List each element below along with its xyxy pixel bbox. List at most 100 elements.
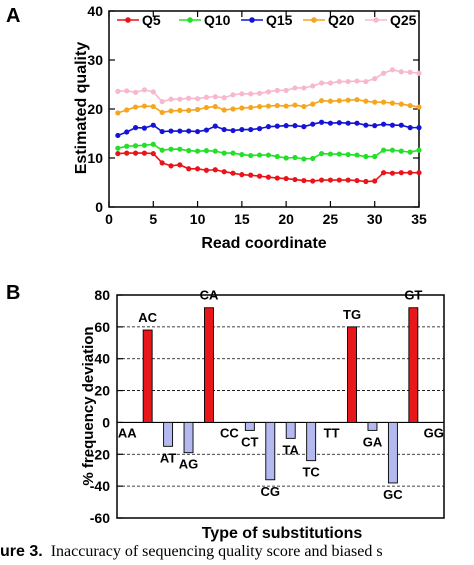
data-point <box>212 103 218 110</box>
data-point <box>407 69 413 75</box>
data-point <box>141 87 148 93</box>
x-axis-title-b: Type of substitutions <box>202 525 363 542</box>
data-point <box>203 127 210 133</box>
data-point <box>407 170 413 176</box>
data-point <box>318 119 325 125</box>
data-point <box>318 98 325 104</box>
y-tick-label: -20 <box>90 446 110 462</box>
data-point <box>398 170 404 176</box>
data-point <box>265 174 272 180</box>
bar-tc <box>306 421 317 462</box>
data-point <box>389 100 396 106</box>
y-tick-label: 40 <box>87 3 103 19</box>
data-point <box>345 78 351 85</box>
data-point <box>310 83 316 89</box>
data-point <box>354 152 360 158</box>
series-line-q25 <box>117 68 420 103</box>
data-point <box>256 90 263 96</box>
data-point <box>310 155 316 162</box>
data-point <box>221 95 227 101</box>
data-point <box>407 149 413 155</box>
data-point <box>203 94 210 100</box>
data-point <box>372 99 378 105</box>
data-point <box>177 96 183 102</box>
data-point <box>318 150 325 157</box>
legend-marker <box>373 17 379 23</box>
x-axis: 0 5 10 15 20 25 30 35 <box>105 11 427 227</box>
data-point <box>363 153 369 160</box>
x-tick-label: 35 <box>411 211 427 227</box>
bar-label: AT <box>160 450 176 465</box>
data-point <box>310 178 316 184</box>
y-tick-label: 80 <box>94 287 110 303</box>
data-point <box>372 178 378 184</box>
data-point <box>194 166 201 172</box>
data-point <box>380 170 387 176</box>
data-point <box>212 123 218 129</box>
data-point <box>186 107 192 114</box>
data-point <box>239 91 245 97</box>
data-point <box>301 177 307 184</box>
data-point <box>318 177 325 183</box>
y-tick-label: 0 <box>95 199 103 215</box>
data-point <box>407 125 413 131</box>
data-point <box>354 177 360 184</box>
figure-label: ure 3. <box>0 543 43 560</box>
data-point <box>186 128 192 134</box>
data-point <box>221 107 227 113</box>
data-point <box>230 170 236 176</box>
panel-a: A 0 10 20 30 40 0 5 10 15 20 25 30 35 Q5 Q10 Q15 Q20 Q2… <box>6 3 427 252</box>
data-point <box>274 153 280 160</box>
data-point <box>265 89 272 95</box>
data-point <box>203 104 210 111</box>
data-point <box>168 146 174 152</box>
legend-marker <box>311 17 317 23</box>
data-point <box>380 70 387 76</box>
bar-label: CT <box>241 434 258 449</box>
data-point <box>230 150 236 156</box>
bar-label: AA <box>118 425 137 440</box>
data-point <box>256 126 263 132</box>
panel-a-label: A <box>6 5 20 27</box>
data-point <box>336 98 342 104</box>
data-point <box>363 178 369 185</box>
legend-label: Q15 <box>266 12 293 28</box>
x-tick-label: 15 <box>234 211 250 227</box>
bar-label: GG <box>424 425 444 440</box>
data-point <box>407 102 413 109</box>
data-point <box>389 147 396 153</box>
data-point <box>203 148 210 154</box>
figure-caption: ure 3. Inaccuracy of sequencing quality … <box>0 543 474 565</box>
data-point <box>292 85 298 91</box>
data-point <box>327 151 334 157</box>
bar-label: AC <box>138 310 157 325</box>
data-point <box>292 176 298 183</box>
bar-label: TG <box>343 307 361 322</box>
data-point <box>345 120 351 126</box>
data-point <box>398 122 404 128</box>
data-point <box>132 104 139 110</box>
data-point <box>239 151 245 158</box>
data-point <box>345 177 351 183</box>
data-point <box>327 98 334 104</box>
x-tick-label: 10 <box>190 211 206 227</box>
legend-label: Q20 <box>328 12 355 28</box>
data-point <box>283 103 289 109</box>
data-point <box>372 123 378 129</box>
data-point <box>389 67 396 73</box>
data-point <box>336 151 342 157</box>
data-point <box>327 120 334 126</box>
bar-tg <box>347 326 357 423</box>
data-point <box>354 97 360 103</box>
data-point <box>301 85 307 91</box>
legend-marker <box>125 17 131 23</box>
legend: Q5 Q10 Q15 Q20 Q25 <box>117 12 417 28</box>
data-point <box>230 127 236 134</box>
data-point <box>301 156 307 162</box>
data-point <box>150 103 156 110</box>
legend-label: Q25 <box>390 12 417 28</box>
data-point <box>230 92 236 98</box>
data-point <box>345 97 351 103</box>
x-tick-label: 0 <box>105 211 113 227</box>
